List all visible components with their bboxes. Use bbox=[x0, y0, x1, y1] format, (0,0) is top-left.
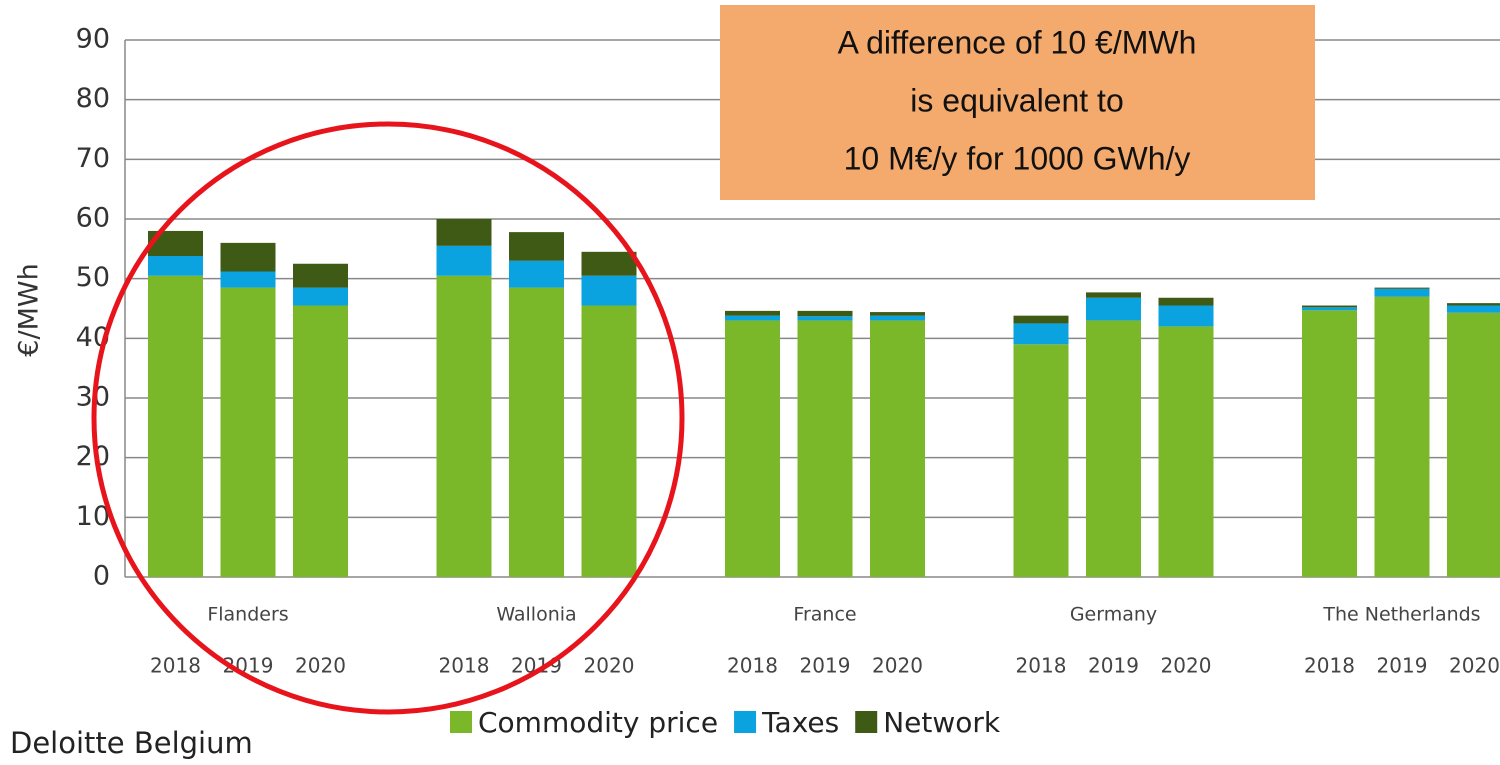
bar-segment bbox=[1158, 297, 1214, 306]
group-label: Germany bbox=[1070, 604, 1157, 626]
bar-segment bbox=[293, 263, 348, 288]
bar-segment bbox=[1158, 305, 1214, 327]
bar-segment bbox=[1086, 320, 1141, 577]
bar-segment bbox=[509, 232, 564, 261]
group-label: The Netherlands bbox=[1322, 604, 1480, 626]
bar-segment bbox=[436, 245, 492, 276]
legend-swatch bbox=[450, 711, 472, 733]
y-axis-label: €/MWh bbox=[14, 263, 45, 356]
bar-segment bbox=[581, 251, 637, 276]
bar-segment bbox=[509, 287, 564, 577]
x-tick-label: 2019 bbox=[800, 654, 851, 678]
group-label: Wallonia bbox=[496, 604, 576, 626]
bar-segment bbox=[1013, 344, 1069, 577]
y-tick-label: 20 bbox=[76, 441, 110, 472]
bar-segment bbox=[293, 287, 348, 306]
bar-segment bbox=[870, 312, 925, 316]
bar-segment bbox=[1447, 303, 1500, 306]
x-tick-label: 2020 bbox=[295, 654, 346, 678]
bar-segment bbox=[797, 310, 853, 317]
legend-label: Commodity price bbox=[478, 706, 718, 739]
bar-segment bbox=[293, 305, 348, 577]
bar-segment bbox=[148, 275, 203, 577]
bar-segment bbox=[220, 287, 276, 577]
group-label: Flanders bbox=[207, 604, 288, 626]
y-tick-label: 60 bbox=[76, 203, 110, 234]
bar-segment bbox=[725, 320, 780, 577]
x-tick-label: 2020 bbox=[584, 654, 635, 678]
bar-segment bbox=[581, 275, 637, 306]
annotation: A difference of 10 €/MWh bbox=[838, 24, 1197, 60]
x-tick-label: 2020 bbox=[1161, 654, 1212, 678]
bar-segment bbox=[220, 271, 276, 288]
bar-segment bbox=[581, 305, 637, 577]
y-tick-label: 10 bbox=[76, 501, 110, 532]
legend-swatch bbox=[734, 711, 757, 733]
highlight-circle bbox=[91, 121, 685, 715]
bar-segment bbox=[1086, 297, 1141, 321]
source: Deloitte Belgium bbox=[10, 726, 253, 760]
bar-segment bbox=[725, 310, 780, 316]
x-tick-label: 2018 bbox=[150, 654, 201, 678]
bar-segment bbox=[1086, 292, 1141, 298]
bar-segment bbox=[436, 275, 492, 577]
x-tick-label: 2018 bbox=[439, 654, 490, 678]
bar-segment bbox=[1302, 305, 1357, 308]
legend-label: Network bbox=[883, 706, 1001, 739]
bar-segment bbox=[725, 315, 780, 321]
bar-segment bbox=[1158, 326, 1214, 577]
bar-segment bbox=[870, 320, 925, 577]
bar-segment bbox=[1013, 315, 1069, 324]
x-tick-label: 2018 bbox=[1016, 654, 1067, 678]
annotation-box bbox=[720, 5, 1315, 200]
bar-segment bbox=[1374, 287, 1430, 289]
x-tick-label: 2019 bbox=[1088, 654, 1139, 678]
bar-segment bbox=[1302, 307, 1357, 311]
group-label: France bbox=[793, 604, 856, 626]
bar-segment bbox=[870, 315, 925, 321]
y-tick-label: 0 bbox=[93, 561, 110, 592]
bar-segment bbox=[1374, 288, 1430, 297]
bar-segment bbox=[797, 320, 853, 577]
annotation: 10 M€/y for 1000 GWh/y bbox=[844, 140, 1191, 176]
y-tick-label: 50 bbox=[76, 262, 110, 293]
bar-segment bbox=[1447, 305, 1500, 313]
x-tick-label: 2019 bbox=[1377, 654, 1428, 678]
bar-segment bbox=[509, 260, 564, 288]
bar-segment bbox=[220, 242, 276, 272]
x-tick-label: 2020 bbox=[872, 654, 923, 678]
bar-segment bbox=[1302, 310, 1357, 577]
y-tick-label: 90 bbox=[76, 24, 110, 55]
legend-swatch bbox=[855, 711, 878, 733]
bar-segment bbox=[148, 255, 203, 276]
y-tick-label: 70 bbox=[76, 143, 110, 174]
x-tick-label: 2018 bbox=[727, 654, 778, 678]
bar-segment bbox=[1374, 296, 1430, 577]
bar-segment bbox=[1447, 312, 1500, 577]
bar-segment bbox=[797, 316, 853, 321]
bar-segment bbox=[1013, 323, 1069, 345]
x-tick-label: 2020 bbox=[1449, 654, 1500, 678]
bar-segment bbox=[436, 219, 492, 246]
x-tick-label: 2018 bbox=[1304, 654, 1355, 678]
y-tick-label: 80 bbox=[76, 83, 110, 114]
annotation: is equivalent to bbox=[910, 82, 1123, 118]
legend-label: Taxes bbox=[761, 706, 839, 739]
